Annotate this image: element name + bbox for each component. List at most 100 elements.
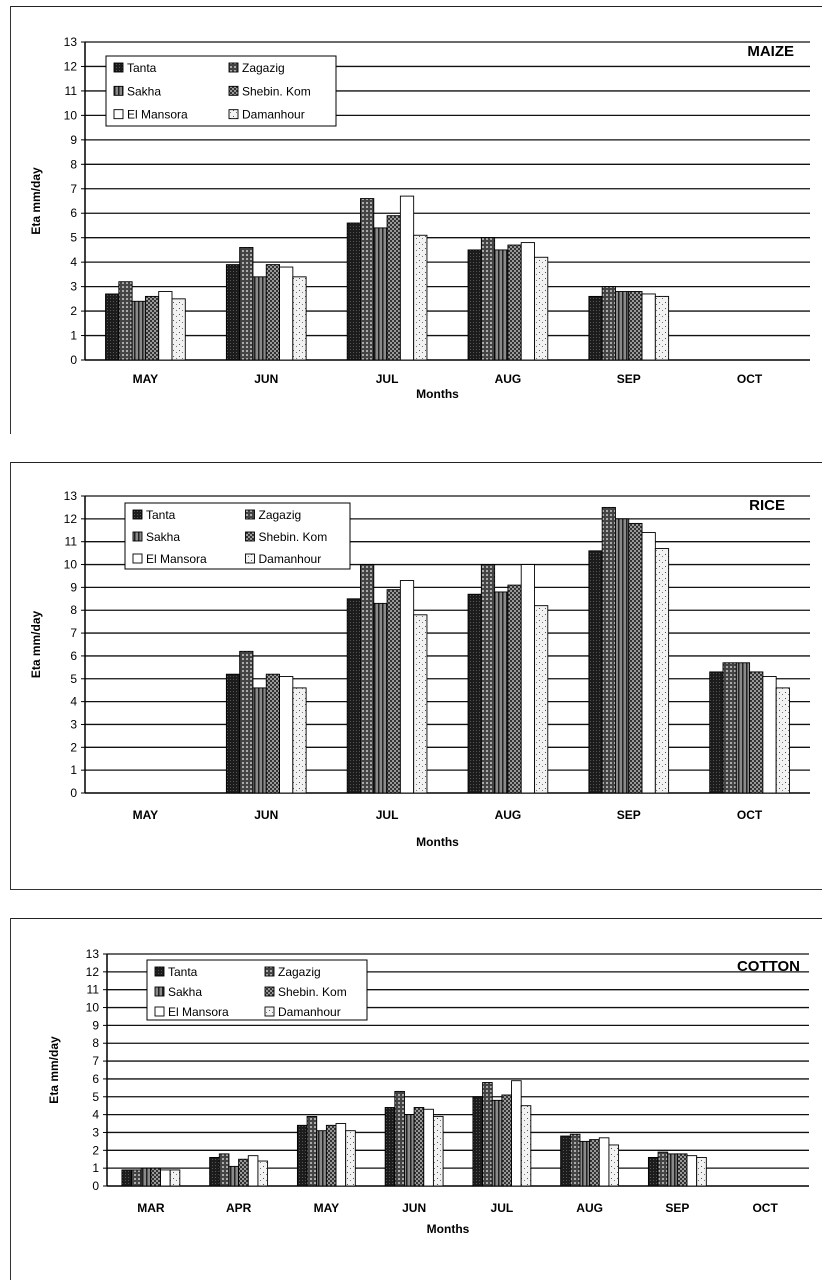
y-tick-label: 7 <box>92 1054 99 1068</box>
bar-aug-tanta <box>467 593 482 794</box>
bar-mar-zagazig <box>131 1169 142 1187</box>
y-tick-label: 9 <box>92 1018 99 1032</box>
y-tick-label: 9 <box>70 133 77 147</box>
bar-may-el-mansora <box>335 1123 347 1187</box>
legend-label-tanta: Tanta <box>168 965 198 979</box>
y-tick-label: 4 <box>70 695 77 709</box>
y-tick-label: 2 <box>70 740 77 754</box>
legend-label-el-mansora: El Mansora <box>168 1005 229 1019</box>
bar-jun-sakha <box>404 1114 415 1187</box>
legend-swatch-tanta <box>113 62 124 73</box>
bar-may-tanta <box>296 1124 308 1187</box>
y-tick-label: 12 <box>64 59 78 73</box>
bar-jul-sakha <box>373 227 388 361</box>
bar-jul-zagazig <box>482 1082 493 1187</box>
bar-sep-zagazig <box>601 506 616 794</box>
bar-jul-zagazig <box>360 564 375 794</box>
y-tick-label: 5 <box>70 231 77 245</box>
y-tick-label: 10 <box>64 558 78 572</box>
y-tick-label: 12 <box>64 512 78 526</box>
y-tick-label: 11 <box>65 84 78 98</box>
legend-swatch-sakha <box>132 531 143 542</box>
y-tick-label: 10 <box>86 1001 100 1015</box>
legend-box <box>105 55 337 127</box>
y-tick-label: 11 <box>65 535 78 549</box>
maize-panel: 0 1 2 3 4 5 6 7 8 9 10 11 12 13 MAY JUN JUL AUG SEP OCT Mont… <box>10 6 822 434</box>
bar-may-shebin-kom <box>144 295 160 361</box>
bar-sep-zagazig <box>601 286 616 361</box>
bar-aug-shebin-kom <box>507 584 522 794</box>
bar-aug-shebin-kom <box>589 1139 600 1187</box>
x-tick-label: OCT <box>737 808 763 822</box>
bar-sep-tanta <box>588 295 603 361</box>
legend-swatch-zagazig <box>264 966 275 977</box>
legend-box <box>124 502 351 570</box>
bar-jun-el-mansora <box>279 676 294 794</box>
bar-jul-el-mansora <box>511 1080 522 1187</box>
bar-oct-el-mansora <box>762 676 777 794</box>
legend-swatch-el-mansora <box>113 109 124 120</box>
bar-aug-el-mansora <box>520 564 535 794</box>
bar-sep-tanta <box>588 550 603 794</box>
legend-box <box>146 959 368 1021</box>
y-tick-label: 5 <box>70 672 77 686</box>
x-tick-label: AUG <box>495 808 522 822</box>
bar-aug-zagazig <box>480 564 496 794</box>
bar-sep-el-mansora <box>641 532 656 794</box>
legend-label-zagazig: Zagazig <box>259 508 302 522</box>
bar-jun-tanta <box>225 673 241 794</box>
legend-swatch-damanhour <box>264 1006 275 1017</box>
legend-swatch-shebin-kom <box>228 85 239 96</box>
chart-title: COTTON <box>737 958 800 975</box>
y-axis-title: Eta mm/day <box>29 610 43 678</box>
bar-jul-el-mansora <box>399 195 415 361</box>
legend-swatch-shebin-kom <box>245 531 255 542</box>
legend-swatch-damanhour <box>245 553 255 564</box>
bar-jul-tanta <box>346 598 361 794</box>
legend-label-shebin-kom: Shebin. Kom <box>242 84 311 98</box>
bar-sep-damanhour <box>654 295 670 361</box>
bar-aug-damanhour <box>534 605 549 794</box>
bar-mar-tanta <box>121 1169 133 1187</box>
legend-label-sakha: Sakha <box>168 985 202 999</box>
bar-aug-el-mansora <box>598 1137 610 1187</box>
legend-label-zagazig: Zagazig <box>278 965 321 979</box>
bar-sep-el-mansora <box>641 293 656 361</box>
bar-jul-shebin-kom <box>501 1094 512 1187</box>
bar-may-damanhour <box>345 1130 356 1187</box>
bar-oct-sakha <box>735 662 751 794</box>
bar-jun-shebin-kom <box>265 264 280 361</box>
y-tick-label: 3 <box>70 280 77 294</box>
x-tick-label: MAY <box>133 808 159 822</box>
y-tick-label: 5 <box>92 1090 99 1104</box>
y-tick-label: 4 <box>70 255 77 269</box>
bar-may-shebin-kom <box>325 1124 337 1187</box>
bar-sep-shebin-kom <box>628 522 643 794</box>
legend-swatch-zagazig <box>228 62 239 73</box>
rice-panel: 0 1 2 3 4 5 6 7 8 9 10 11 12 13 MAY JUN JUL AUG SEP OCT Mont… <box>10 462 822 890</box>
bar-aug-zagazig <box>480 237 496 361</box>
legend-label-tanta: Tanta <box>146 508 176 522</box>
x-tick-label: JUN <box>254 808 278 822</box>
bar-jul-shebin-kom <box>386 215 401 361</box>
y-tick-label: 7 <box>70 182 77 196</box>
bar-aug-tanta <box>560 1135 571 1187</box>
bar-jul-shebin-kom <box>386 589 401 794</box>
x-tick-label: JUL <box>376 372 399 386</box>
x-tick-label: AUG <box>576 1201 603 1215</box>
bar-sep-el-mansora <box>686 1155 698 1187</box>
bar-sep-sakha <box>667 1153 678 1187</box>
bar-jul-damanhour <box>413 614 428 794</box>
bar-jun-tanta <box>384 1107 396 1187</box>
bar-aug-sakha <box>494 249 509 361</box>
bar-jun-zagazig <box>239 650 254 794</box>
x-tick-label: MAY <box>314 1201 340 1215</box>
bar-mar-shebin-kom <box>150 1167 161 1187</box>
bar-jul-damanhour <box>520 1105 532 1187</box>
x-tick-label: JUL <box>376 808 399 822</box>
legend-swatch-zagazig <box>245 509 255 520</box>
y-tick-label: 8 <box>92 1036 99 1050</box>
legend-swatch-sakha <box>113 85 124 96</box>
